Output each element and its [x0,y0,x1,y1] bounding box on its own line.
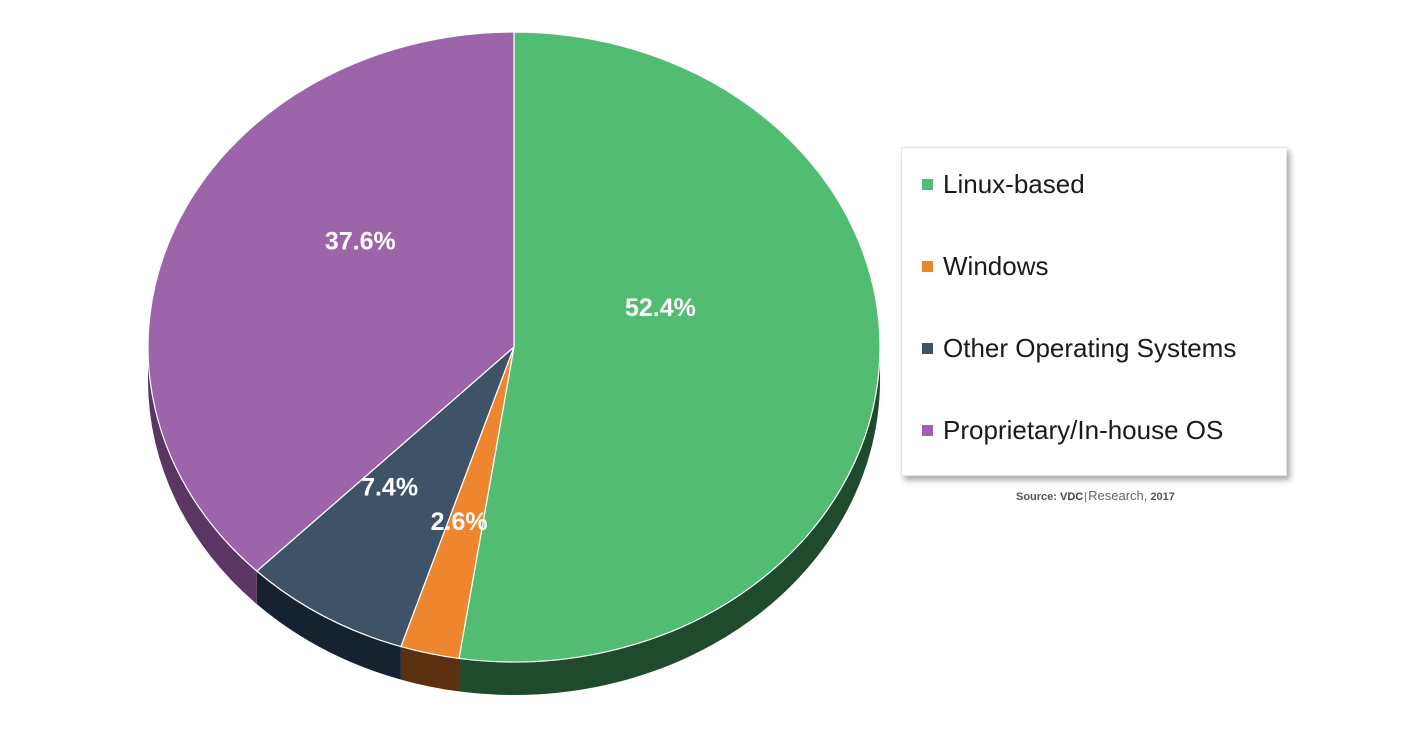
source-year: 2017 [1150,491,1175,503]
pie-label-other-os: 7.4% [361,473,418,501]
pie-top [147,31,881,663]
pie-slice-linux [458,31,881,663]
legend-swatch-proprietary [922,424,933,436]
pie-slice-other-os [255,346,515,648]
pie-label-windows: 2.6% [431,508,488,536]
legend-swatch-windows [922,260,933,272]
source-name: Research, [1088,488,1148,503]
legend-item-linux: Linux-based [902,168,1286,200]
legend-item-windows: Windows [902,250,1286,282]
pie-side-windows [400,646,460,692]
pie-label-proprietary: 37.6% [325,228,396,256]
legend-item-other-os: Other Operating Systems [902,332,1286,364]
source-brand: VDC [1060,491,1084,503]
pie-side-proprietary [148,347,257,605]
legend: Linux-based Windows Other Operating Syst… [901,147,1287,476]
pie-labels: 52.4% 2.6% 7.4% 37.6% [325,228,696,536]
legend-label-windows: Windows [943,250,1049,281]
source-credit: Source: VDC|Research, 2017 [1016,488,1175,503]
legend-item-proprietary: Proprietary/In-house OS [902,414,1286,446]
legend-swatch-other-os [922,342,933,354]
source-prefix: Source: [1016,491,1057,503]
legend-label-proprietary: Proprietary/In-house OS [943,414,1224,445]
legend-label-linux: Linux-based [943,168,1085,199]
source-separator: | [1084,491,1088,503]
legend-swatch-linux [922,178,933,190]
pie-label-linux: 52.4% [625,294,696,322]
legend-label-other-os: Other Operating Systems [943,332,1237,363]
pie-slice-proprietary [147,31,515,572]
